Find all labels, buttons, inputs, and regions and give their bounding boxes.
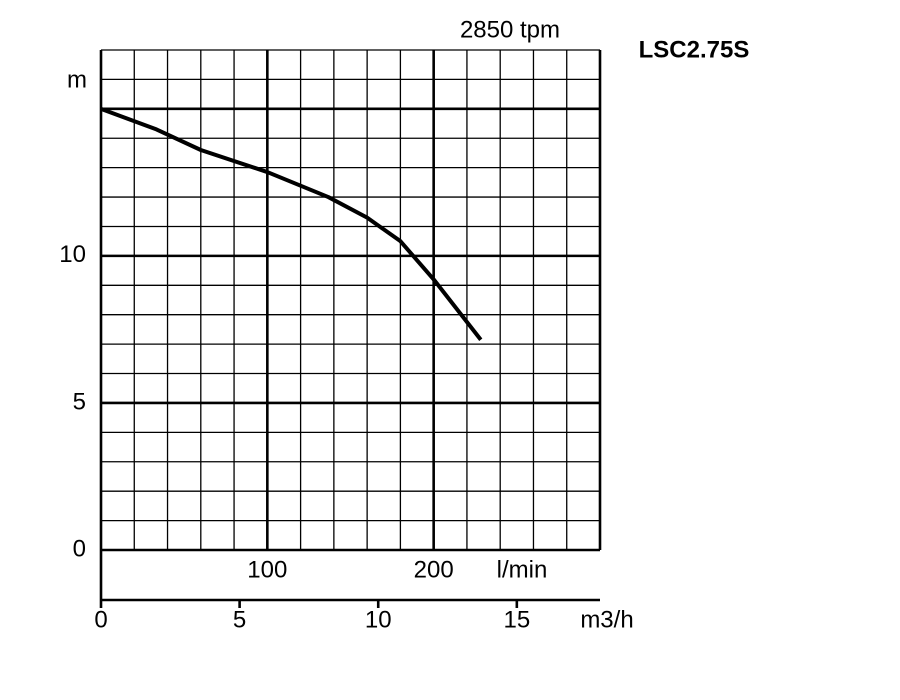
y-tick-label: 0 bbox=[73, 535, 86, 562]
y-tick-label: 10 bbox=[59, 241, 86, 268]
x-tick-label: 10 bbox=[365, 606, 392, 633]
chart-title: LSC2.75S bbox=[639, 36, 750, 63]
pump-curve bbox=[100, 106, 483, 341]
x2-tick-label: 200 bbox=[414, 556, 454, 583]
x-tick-label: 0 bbox=[94, 606, 107, 633]
y-tick-label: 5 bbox=[73, 388, 86, 415]
x2-axis-label: l/min bbox=[497, 556, 548, 583]
x-tick-label: 15 bbox=[503, 606, 530, 633]
x-tick-label: 5 bbox=[233, 606, 246, 633]
y-axis-label: m bbox=[67, 66, 87, 93]
chart-subtitle: 2850 tpm bbox=[460, 16, 560, 43]
x2-tick-label: 100 bbox=[247, 556, 287, 583]
x-axis-label: m3/h bbox=[580, 606, 633, 633]
